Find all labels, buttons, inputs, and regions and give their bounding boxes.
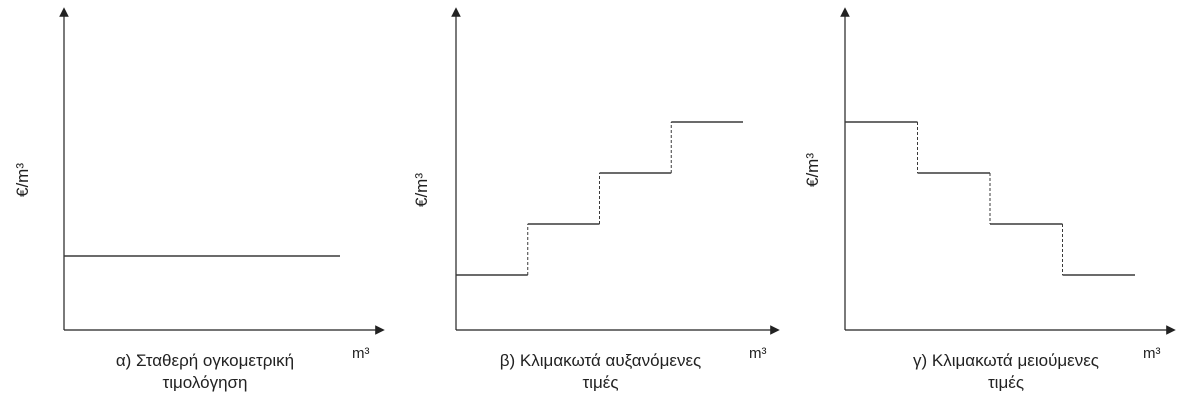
caption-line-1: β) Κλιμακωτά αυξανόμενες (499, 351, 702, 370)
caption-line-2: τιμολόγηση (162, 373, 248, 392)
caption-line-1: γ) Κλιμακωτά μειούμενες (912, 351, 1100, 370)
y-axis-label: €/m³ (13, 163, 32, 197)
caption-line-1: α) Σταθερή ογκομετρική (115, 351, 295, 370)
y-axis-label: €/m³ (803, 153, 822, 187)
caption-line-2: τιμές (987, 373, 1025, 392)
panel-decreasing-blocks: €/m³ m³ γ) Κλιμακωτά μειούμενες τιμές (786, 0, 1179, 399)
flat-pricing-diagram (59, 7, 385, 335)
y-axis-label: €/m³ (412, 173, 431, 207)
decreasing-blocks-diagram (840, 7, 1176, 335)
panel-flat-pricing: €/m³ m³ α) Σταθερή ογκομετρική τιμολόγησ… (0, 0, 393, 399)
panel-caption: γ) Κλιμακωτά μειούμενες τιμές (861, 350, 1151, 394)
price-steps (456, 121, 743, 276)
increasing-blocks-diagram (451, 7, 780, 335)
caption-line-2: τιμές (582, 373, 619, 392)
panel-increasing-blocks: €/m³ m³ β) Κλιμακωτά αυξανόμενες τιμές (393, 0, 786, 399)
x-axis-label: m³ (352, 345, 370, 362)
panel-caption: β) Κλιμακωτά αυξανόμενες τιμές (448, 350, 753, 394)
x-axis-label: m³ (749, 345, 767, 362)
x-axis-label: m³ (1143, 345, 1161, 362)
panel-caption: α) Σταθερή ογκομετρική τιμολόγηση (60, 350, 350, 394)
price-steps (845, 121, 1135, 276)
